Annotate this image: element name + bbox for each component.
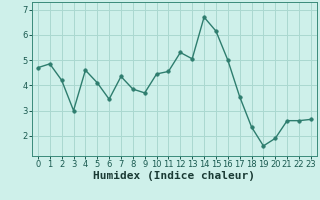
X-axis label: Humidex (Indice chaleur): Humidex (Indice chaleur) <box>93 171 255 181</box>
